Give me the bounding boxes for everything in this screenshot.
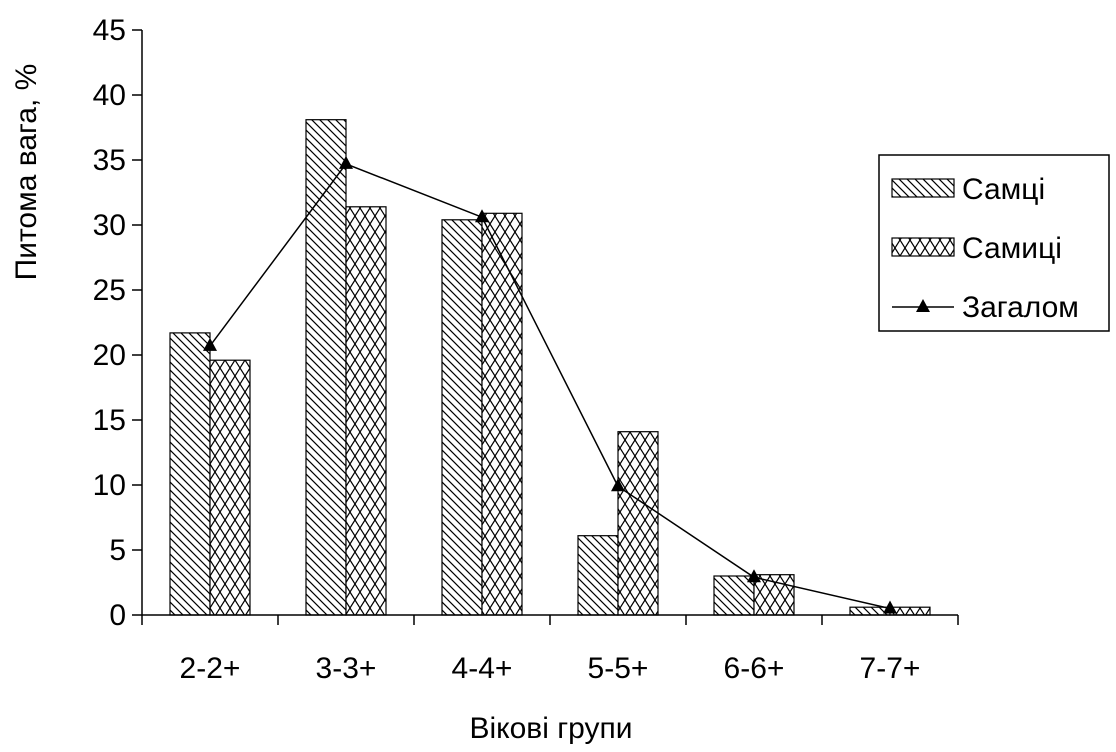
legend-swatch-males xyxy=(891,178,955,198)
bar-males xyxy=(441,219,483,616)
bar-females xyxy=(345,206,387,616)
bar-males xyxy=(713,575,755,616)
total-line xyxy=(209,162,891,610)
bars xyxy=(169,119,931,616)
bar-males xyxy=(305,119,347,616)
y-tick-label: 20 xyxy=(93,339,126,372)
total-point xyxy=(339,155,353,169)
legend-swatch-females xyxy=(891,237,955,257)
y-tick-label: 0 xyxy=(109,599,126,632)
x-tick-label: 3-3+ xyxy=(316,652,377,685)
axes: 0 5 10 15 20 25 30 35 40 45 2-2+ 3-3+ 4-4+ 5-5+ 6-6+ 7-… xyxy=(93,14,959,685)
y-tick-label: 15 xyxy=(93,404,126,437)
total-point xyxy=(747,569,761,583)
y-tick-label: 25 xyxy=(93,274,126,307)
x-tick-label: 7-7+ xyxy=(860,652,921,685)
bar-males xyxy=(169,332,211,616)
total-point xyxy=(475,209,489,223)
bar-females xyxy=(481,212,523,616)
y-tick-label: 40 xyxy=(93,79,126,112)
y-tick-label: 45 xyxy=(93,14,126,47)
x-tick-label: 2-2+ xyxy=(180,652,241,685)
legend-marker-total xyxy=(916,299,930,312)
y-tick-label: 35 xyxy=(93,144,126,177)
y-tick-label: 30 xyxy=(93,209,126,242)
x-tick-label: 6-6+ xyxy=(724,652,785,685)
legend-label-total: Загалом xyxy=(962,291,1079,324)
total-line-layer xyxy=(203,155,897,614)
y-tick-label: 10 xyxy=(93,469,126,502)
y-axis-label: Питома вага, % xyxy=(10,64,43,281)
total-point xyxy=(883,600,897,614)
x-tick-label: 5-5+ xyxy=(588,652,649,685)
legend-label-females: Самиці xyxy=(962,232,1062,265)
legend-label-males: Самці xyxy=(962,173,1045,206)
bar-females xyxy=(209,359,251,616)
bar-males xyxy=(849,606,891,616)
legend: Самці Самиці Загалом xyxy=(878,154,1110,332)
total-point xyxy=(611,478,625,492)
x-axis-label: Вікові групи xyxy=(469,712,632,745)
bar-males xyxy=(577,535,619,616)
y-tick-label: 5 xyxy=(109,534,126,567)
bar-females xyxy=(617,431,659,616)
bar-females xyxy=(889,606,931,616)
total-point xyxy=(203,337,217,351)
x-tick-label: 4-4+ xyxy=(452,652,513,685)
